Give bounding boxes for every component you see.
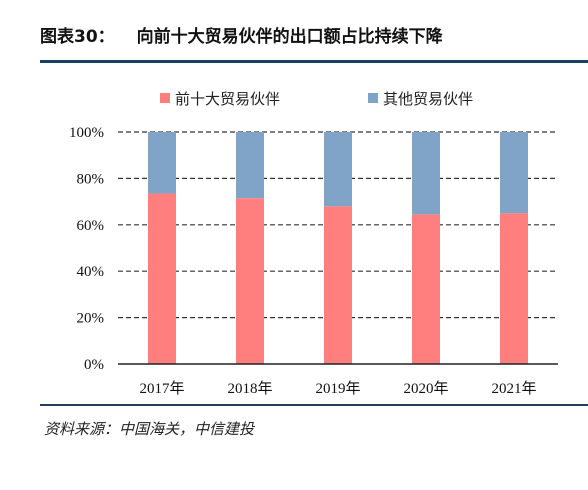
figure-title-line: 图表30： 向前十大贸易伙伴的出口额占比持续下降 bbox=[40, 22, 443, 47]
y-tick-label: 100% bbox=[69, 125, 104, 141]
figure-label: 图表30： bbox=[40, 27, 115, 47]
legend-label: 前十大贸易伙伴 bbox=[175, 90, 280, 108]
legend-swatch bbox=[160, 93, 170, 103]
stacked-bar-chart: 0%20%40%60%80%100% 2017年 2018年 2019年 2020年 2… bbox=[69, 90, 558, 397]
y-tick-label: 20% bbox=[77, 311, 105, 327]
bar-top-ten-partners bbox=[412, 214, 440, 364]
x-tick-label: 2019年 bbox=[315, 380, 360, 397]
bar-other-partners bbox=[412, 132, 440, 215]
x-axis: 2017年 2018年 2019年 2020年 2021年 bbox=[118, 363, 558, 397]
legend: 前十大贸易伙伴 其他贸易伙伴 bbox=[160, 90, 473, 108]
bars bbox=[148, 132, 528, 364]
y-axis: 0% 20% 40% 60% 80% 100% bbox=[69, 125, 104, 373]
bar-other-partners bbox=[324, 132, 352, 207]
title-rule bbox=[40, 60, 588, 63]
y-tick-label: 0% bbox=[84, 357, 104, 373]
bar-top-ten-partners bbox=[324, 206, 352, 364]
bar-other-partners bbox=[236, 132, 264, 199]
legend-label: 其他贸易伙伴 bbox=[383, 90, 473, 108]
x-tick-label: 2018年 bbox=[227, 380, 272, 397]
bar-other-partners bbox=[500, 132, 528, 214]
bar-top-ten-partners bbox=[148, 193, 176, 364]
x-tick-label: 2020年 bbox=[403, 380, 448, 397]
y-tick-label: 80% bbox=[77, 171, 105, 187]
x-tick-label: 2017年 bbox=[139, 380, 184, 397]
bar-top-ten-partners bbox=[500, 213, 528, 364]
y-tick-label: 60% bbox=[77, 218, 105, 234]
x-tick-label: 2021年 bbox=[491, 380, 536, 397]
bar-top-ten-partners bbox=[236, 198, 264, 364]
source-note: 资料来源：中国海关，中信建投 bbox=[44, 420, 255, 438]
y-tick-label: 40% bbox=[77, 264, 105, 280]
legend-swatch bbox=[368, 93, 378, 103]
figure-title: 向前十大贸易伙伴的出口额占比持续下降 bbox=[136, 27, 443, 47]
bottom-rule bbox=[40, 404, 588, 406]
bar-other-partners bbox=[148, 132, 176, 194]
